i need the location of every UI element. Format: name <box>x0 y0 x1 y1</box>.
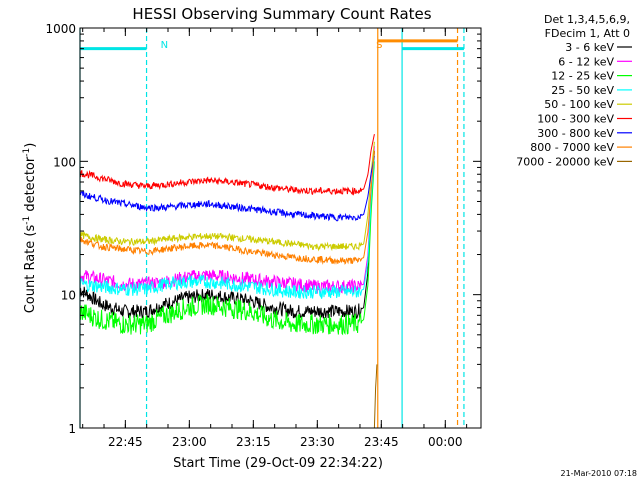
series-trace-2 <box>79 161 375 336</box>
y-axis-label: Count Rate (s-1 detector-1) <box>22 143 38 314</box>
y-tick-label-3: 1000 <box>45 22 76 36</box>
series-trace-6 <box>80 155 375 222</box>
legend-label-5: 100 - 300 keV <box>537 113 614 126</box>
legend-header-line-2: FDecim 1, Att 0 <box>545 27 630 40</box>
series-line-2 <box>79 161 375 336</box>
series-line-4 <box>79 141 375 252</box>
x-tick-label-2: 23:15 <box>236 435 271 449</box>
y-tick-label-0: 1 <box>68 422 76 436</box>
y-axis-ticks: 1 10 100 1000 <box>45 22 481 436</box>
legend-header-line-1: Det 1,3,4,5,6,9, <box>544 13 630 26</box>
x-tick-label-5: 00:00 <box>428 435 463 449</box>
series-trace-3 <box>79 155 375 299</box>
series-trace-1 <box>79 146 375 295</box>
y-tick-label-2: 100 <box>53 155 76 169</box>
series-line-1 <box>79 146 375 295</box>
x-tick-label-3: 23:30 <box>300 435 335 449</box>
series-trace-7 <box>79 150 375 265</box>
y-tick-label-1: 10 <box>61 289 76 303</box>
legend-label-4: 50 - 100 keV <box>544 98 614 111</box>
legend-label-8: 7000 - 20000 keV <box>516 155 614 168</box>
legend-label-0: 3 - 6 keV <box>565 41 614 54</box>
generation-timestamp: 21-Mar-2010 07:18 <box>561 469 638 478</box>
legend-label-2: 12 - 25 keV <box>551 70 614 83</box>
series-line-5 <box>79 133 375 196</box>
series-line-3 <box>79 155 375 299</box>
x-axis-label: Start Time (29-Oct-09 22:34:22) <box>173 456 383 471</box>
y-label-part-2: detector <box>23 156 38 216</box>
x-axis-ticks: 22:45 23:00 23:15 23:30 23:45 00:00 <box>82 28 468 449</box>
legend-label-3: 25 - 50 keV <box>551 84 614 97</box>
flag-annotation-0: N <box>161 40 168 51</box>
series-trace-5 <box>79 133 375 196</box>
series-line-8 <box>373 364 378 429</box>
flag-annotation-1: S <box>376 40 382 51</box>
series-line-0 <box>79 150 375 319</box>
x-tick-label-4: 23:45 <box>364 435 399 449</box>
chart-title: HESSI Observing Summary Count Rates <box>132 5 431 23</box>
legend-label-1: 6 - 12 keV <box>558 55 614 68</box>
legend-label-7: 800 - 7000 keV <box>530 141 614 154</box>
x-tick-label-0: 22:45 <box>108 435 143 449</box>
legend-label-6: 300 - 800 keV <box>537 127 614 140</box>
series-trace-8 <box>373 364 378 429</box>
series-trace-0 <box>79 150 375 319</box>
x-tick-label-1: 23:00 <box>172 435 207 449</box>
series-trace-4 <box>79 141 375 252</box>
series-line-7 <box>79 150 375 265</box>
series-line-6 <box>80 155 375 222</box>
y-label-sup-1: -1 <box>22 216 32 225</box>
y-label-part-1: Count Rate (s <box>23 225 38 314</box>
plot-frame <box>79 27 482 429</box>
y-label-part-3: ) <box>23 143 38 148</box>
y-label-sup-2: -1 <box>22 148 32 157</box>
